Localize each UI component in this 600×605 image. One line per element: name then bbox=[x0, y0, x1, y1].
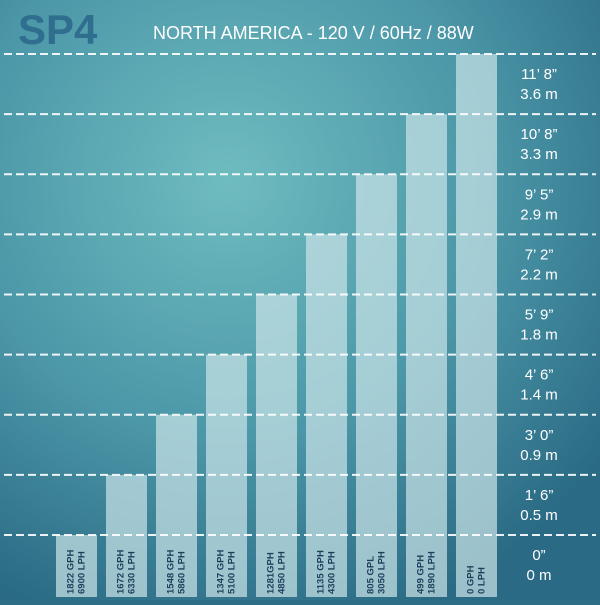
category-label-gph: 805 GPL bbox=[366, 556, 377, 594]
chart-title: SP4 bbox=[18, 6, 98, 53]
y-tick-label-metric: 1.8 m bbox=[520, 327, 558, 344]
y-tick-label-imperial: 0” bbox=[532, 547, 545, 564]
y-tick-label-imperial: 7’ 2” bbox=[525, 246, 554, 263]
category-label-lph: 3050 LPH bbox=[377, 551, 388, 594]
category-label-gph: 0 GPH bbox=[466, 565, 477, 594]
category-label-lph: 0 LPH bbox=[477, 567, 488, 594]
y-tick-label-imperial: 10’ 8” bbox=[521, 126, 558, 143]
bar bbox=[256, 294, 297, 597]
category-label-gph: 1822 GPH bbox=[66, 550, 77, 594]
category-label-lph: 4300 LPH bbox=[327, 551, 338, 594]
y-tick-label-metric: 2.9 m bbox=[520, 206, 558, 223]
y-tick-label-imperial: 11’ 8” bbox=[521, 66, 557, 83]
category-label-lph: 5860 LPH bbox=[177, 551, 188, 594]
y-tick-label-imperial: 5’ 9” bbox=[525, 307, 554, 324]
y-tick-label-metric: 1.4 m bbox=[520, 387, 558, 404]
y-tick-label-metric: 0.5 m bbox=[520, 507, 558, 524]
bar bbox=[156, 414, 197, 597]
category-label-gph: 1347 GPH bbox=[216, 550, 227, 594]
y-tick-label-metric: 3.3 m bbox=[520, 146, 558, 163]
chart-subtitle: NORTH AMERICA - 120 V / 60Hz / 88W bbox=[153, 23, 474, 43]
category-label-lph: 5100 LPH bbox=[227, 551, 238, 594]
category-label-lph: 6900 LPH bbox=[77, 551, 88, 594]
y-tick-label-imperial: 3’ 0” bbox=[525, 427, 554, 444]
category-label-gph: 499 GPH bbox=[416, 555, 427, 594]
y-tick-label-imperial: 4’ 6” bbox=[525, 367, 554, 384]
y-tick-label-metric: 2.2 m bbox=[520, 266, 558, 283]
y-tick-label-metric: 0 m bbox=[526, 567, 551, 584]
category-label-gph: 1281GPH bbox=[266, 552, 277, 594]
category-label-gph: 1548 GPH bbox=[166, 550, 177, 594]
y-tick-label-metric: 0.9 m bbox=[520, 447, 558, 464]
bar bbox=[356, 174, 397, 597]
category-label-lph: 6330 LPH bbox=[127, 551, 138, 594]
y-tick-label-metric: 3.6 m bbox=[520, 86, 558, 103]
category-label-gph: 1672 GPH bbox=[116, 550, 127, 594]
y-tick-label-imperial: 1’ 6” bbox=[525, 487, 554, 504]
y-tick-label-imperial: 9’ 5” bbox=[525, 186, 554, 203]
bar bbox=[456, 54, 497, 597]
category-label-lph: 4850 LPH bbox=[277, 551, 288, 594]
category-label-gph: 1135 GPH bbox=[316, 550, 327, 594]
category-label-lph: 1890 LPH bbox=[427, 551, 438, 594]
bar bbox=[56, 535, 97, 597]
